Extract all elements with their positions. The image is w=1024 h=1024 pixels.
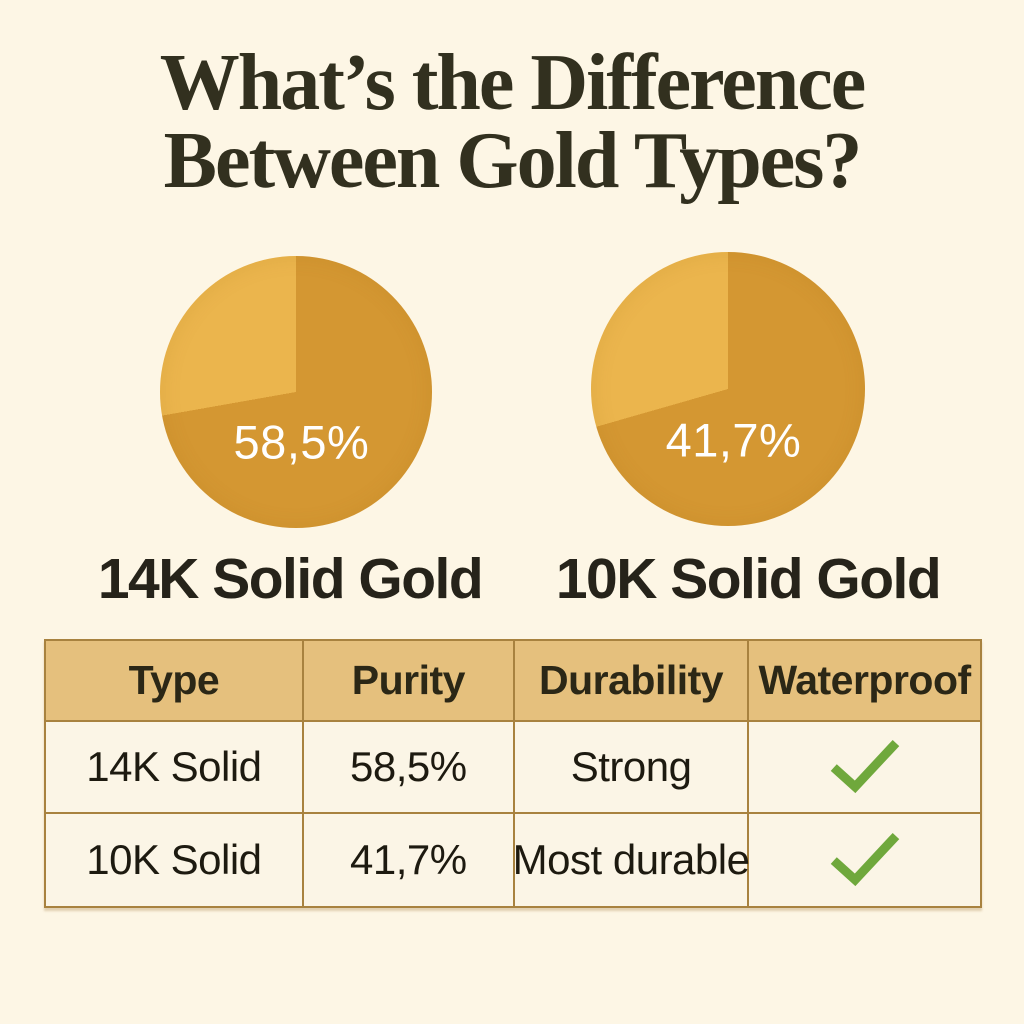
table-cell-purity-14k: 58,5%: [303, 722, 515, 814]
pie-value-label-10k: 41,7%: [665, 413, 802, 467]
table-header-type: Type: [46, 641, 304, 722]
pie-value-label-14k: 58,5%: [233, 415, 370, 469]
checkmark-icon: [830, 832, 899, 887]
pie-chart-10k-gold: 41,7%: [591, 252, 865, 526]
table-cell-waterproof-10k: [749, 814, 980, 906]
table-cell-durability-14k: Strong: [514, 722, 750, 814]
pie-caption-14k: 14K Solid Gold: [97, 547, 484, 611]
checkmark-icon: [830, 739, 899, 794]
page-title-line-2: Between Gold Types?: [163, 117, 863, 206]
table-cell-type-10k: 10K Solid: [46, 814, 304, 906]
table-cell-type-14k: 14K Solid: [46, 722, 304, 814]
pie-chart-14k-gold: 58,5%: [160, 256, 432, 528]
table-header-durability: Durability: [514, 641, 750, 722]
table-cell-purity-10k: 41,7%: [304, 814, 515, 906]
comparison-table: Type Purity Durability Waterproof 14K So…: [44, 639, 982, 908]
table-header-waterproof: Waterproof: [749, 641, 980, 722]
pie-caption-10k: 10K Solid Gold: [555, 547, 942, 611]
page-title-line-1: What’s the Difference: [159, 39, 866, 127]
table-cell-waterproof-14k: [749, 722, 980, 814]
page-title: What’s the Difference Between Gold Types…: [0, 39, 1024, 206]
table-cell-durability-10k: Most durable: [513, 814, 750, 906]
table-header-purity: Purity: [303, 641, 515, 722]
